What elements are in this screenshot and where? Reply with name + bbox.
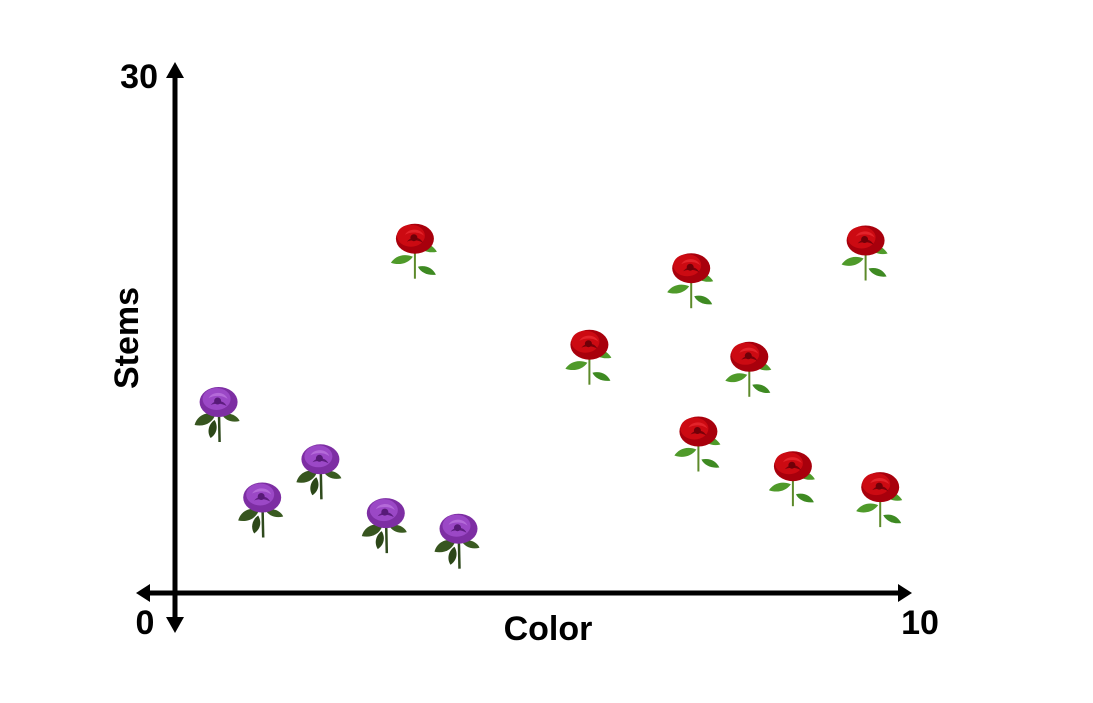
purple-rose-icon [236,481,285,539]
purple-rose-icon [360,496,409,555]
y-tick-label-max: 30 [120,58,158,96]
x-axis-label: Color [504,610,593,648]
y-axis [166,62,184,633]
x-axis-arrow-left [136,584,150,602]
red-rose-icon [673,415,722,473]
red-rose-icon [389,222,438,280]
y-axis-arrow-down [166,617,184,633]
y-axis-arrow-up [166,62,184,78]
x-tick-label-max: 10 [901,604,939,642]
x-tick-label-min: 0 [136,604,155,642]
x-axis-arrow-right [898,584,912,602]
purple-rose-icon [433,512,481,570]
purple-rose-icon [193,385,241,444]
red-rose-icon [767,450,816,508]
red-rose-icon [840,224,889,282]
red-rose-icon [724,340,773,398]
data-points [193,222,904,570]
x-axis [136,584,912,602]
red-rose-icon [855,471,904,529]
red-rose-icon [666,252,715,310]
purple-rose-icon [295,443,343,501]
y-axis-label: Stems [108,287,146,389]
red-rose-icon [564,328,613,386]
